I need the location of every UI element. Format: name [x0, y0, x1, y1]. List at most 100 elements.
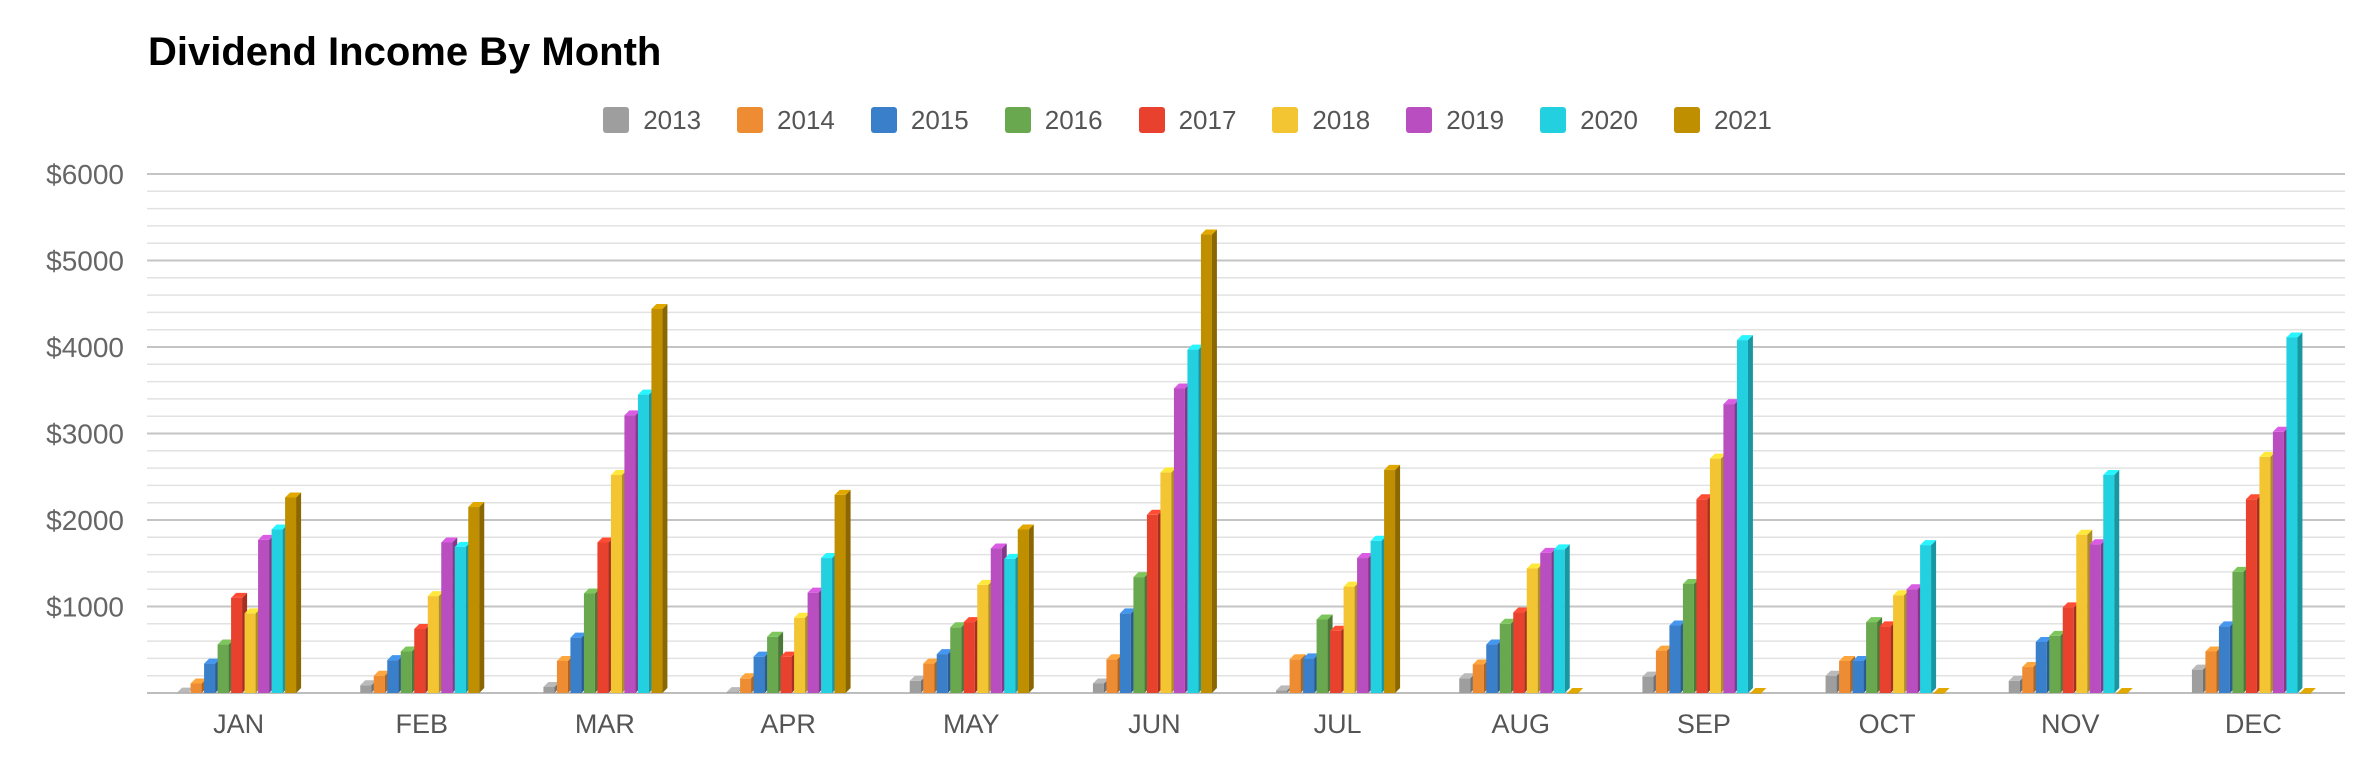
bar-front [1133, 577, 1145, 693]
legend-item-2017: 2017 [1138, 105, 1236, 136]
bar-top [441, 537, 458, 543]
bar-front [190, 683, 202, 693]
bar-front [217, 644, 229, 693]
bar-front [1906, 589, 1918, 693]
bar-apr-2021 [834, 489, 851, 693]
bar-top [1092, 678, 1109, 684]
bar-top [1303, 653, 1320, 659]
bar-top [1459, 673, 1476, 679]
legend-label-2018: 2018 [1312, 104, 1371, 135]
bar-oct-2020 [1920, 540, 1937, 693]
bar-front [1289, 659, 1301, 693]
bar-top [217, 639, 234, 645]
bar-top [258, 534, 275, 540]
legend-item-2018: 2018 [1272, 105, 1370, 136]
bar-sep-2020 [1736, 335, 1753, 693]
bar-top [244, 608, 261, 614]
bar-top [2286, 332, 2303, 338]
bar-top [2272, 426, 2289, 432]
legend-swatch-2016 [1004, 107, 1031, 133]
bar-top [2022, 662, 2039, 668]
bar-front [1119, 613, 1131, 693]
bar-front [726, 692, 738, 693]
legend-label-2016: 2016 [1044, 104, 1103, 135]
bar-front [2062, 607, 2074, 693]
bar-front [285, 497, 297, 693]
bar-front [1553, 549, 1565, 693]
bar-front [821, 558, 833, 693]
bar-front [1736, 340, 1748, 693]
x-tick-label-jan: JAN [213, 709, 264, 739]
bar-front [909, 680, 921, 693]
bar-front [2191, 669, 2203, 693]
bar-front [204, 663, 216, 693]
bar-front [570, 637, 582, 693]
bar-top [1920, 540, 1937, 546]
bar-front [441, 542, 453, 693]
bar-top [2259, 451, 2276, 457]
bar-front [1316, 619, 1328, 693]
bar-front [583, 593, 595, 693]
legend-swatch-2014 [737, 107, 764, 133]
bar-front [1642, 676, 1654, 693]
bar-top [1682, 579, 1699, 585]
bar-front [1004, 558, 1016, 693]
bar-top [1553, 544, 1570, 550]
x-tick-label-sep: SEP [1677, 709, 1731, 739]
legend-label-2013: 2013 [643, 104, 702, 135]
bar-front [414, 628, 426, 693]
x-tick-label-oct: OCT [1859, 709, 1916, 739]
bar-front [1343, 586, 1355, 693]
bar-front [2218, 626, 2230, 693]
bar-front [454, 546, 466, 693]
bar-side [1395, 464, 1401, 693]
legend-item-2021: 2021 [1673, 105, 1772, 136]
legend-item-2015: 2015 [870, 105, 969, 136]
bar-front [543, 686, 555, 693]
bar-top [794, 612, 811, 618]
bar-front [963, 622, 975, 693]
bar-front [177, 692, 189, 694]
bar-top [1499, 618, 1516, 624]
bar-top [1106, 654, 1123, 660]
bar-top [807, 587, 824, 593]
bar-top [2089, 539, 2106, 545]
bar-front [950, 627, 962, 693]
bar-top [1330, 625, 1347, 631]
bar-front [556, 660, 568, 693]
bar-top [726, 687, 743, 693]
bar-side [2114, 470, 2120, 693]
bar-front [767, 636, 779, 693]
bar-front [2022, 667, 2034, 693]
bar-front [1017, 529, 1029, 693]
bar-side [845, 489, 851, 693]
bar-top [1866, 617, 1883, 623]
bar-side [479, 502, 485, 693]
bar-top [1370, 535, 1387, 541]
bar-front [2008, 680, 2020, 693]
chart-legend: 2013 2014 2015 2016 2017 2018 2019 2020 2021 [0, 100, 2375, 140]
bar-top [1146, 509, 1163, 515]
bar-top [909, 675, 926, 681]
bar-front [2259, 456, 2271, 693]
bar-top [1472, 659, 1489, 665]
bar-top [1357, 553, 1374, 559]
bar-side [1931, 540, 1937, 693]
bar-front [1879, 626, 1891, 693]
bar-top [543, 681, 560, 687]
bar-top [468, 502, 485, 508]
bar-front [360, 685, 372, 693]
bar-top [1839, 655, 1856, 661]
bar-front [1276, 690, 1288, 693]
bar-top [1526, 563, 1543, 569]
bar-front [1669, 625, 1681, 693]
bar-front [1920, 545, 1932, 693]
bar-top [1133, 572, 1150, 578]
bar-front [610, 475, 622, 693]
bar-top [387, 655, 404, 661]
bar-front [1567, 693, 1579, 694]
bar-top [1289, 654, 1306, 660]
bar-side [1211, 229, 1217, 694]
bar-top [190, 678, 207, 684]
x-tick-label-jul: JUL [1314, 709, 1362, 739]
